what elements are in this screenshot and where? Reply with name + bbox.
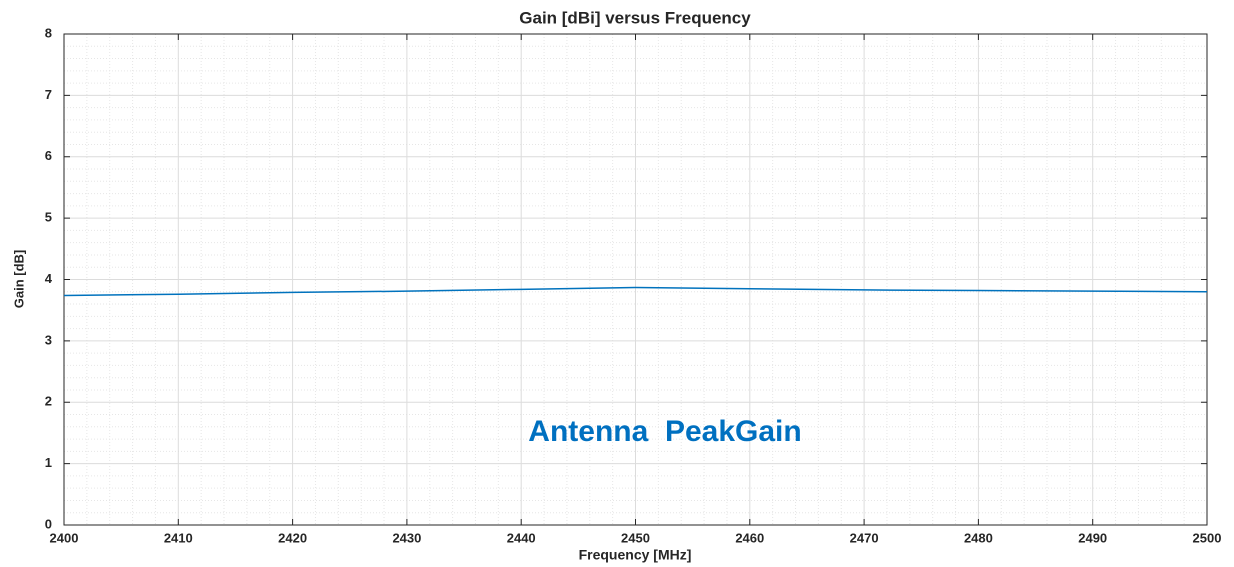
y-tick-label: 2 bbox=[45, 394, 52, 409]
y-tick-label: 4 bbox=[45, 271, 53, 286]
annotation: Antenna PeakGain bbox=[528, 415, 801, 448]
chart-title: Gain [dBi] versus Frequency bbox=[519, 8, 751, 27]
y-tick-label: 7 bbox=[45, 87, 52, 102]
plot-frame bbox=[63, 33, 1208, 526]
y-tick-label: 1 bbox=[45, 455, 52, 470]
x-tick-label: 2450 bbox=[621, 530, 650, 545]
grid-group bbox=[63, 33, 1208, 526]
y-tick-label: 8 bbox=[45, 25, 52, 40]
y-tick-label: 5 bbox=[45, 210, 52, 225]
x-axis-label: Frequency [MHz] bbox=[579, 547, 692, 563]
x-tick-label: 2470 bbox=[850, 530, 879, 545]
x-tick-label: 2420 bbox=[278, 530, 307, 545]
y-tick-label: 3 bbox=[45, 332, 52, 347]
x-tick-label: 2410 bbox=[164, 530, 193, 545]
x-tick-label: 2400 bbox=[50, 530, 79, 545]
x-tick-label: 2480 bbox=[964, 530, 993, 545]
x-tick-label: 2500 bbox=[1193, 530, 1222, 545]
x-tick-label: 2430 bbox=[392, 530, 421, 545]
y-axis-label: Gain [dB] bbox=[11, 250, 26, 309]
data-line bbox=[63, 286, 1208, 297]
y-tick-label: 6 bbox=[45, 148, 52, 163]
x-tick-label: 2440 bbox=[507, 530, 536, 545]
y-tick-label: 0 bbox=[45, 516, 52, 531]
x-tick-label: 2490 bbox=[1078, 530, 1107, 545]
x-tick-label: 2460 bbox=[735, 530, 764, 545]
